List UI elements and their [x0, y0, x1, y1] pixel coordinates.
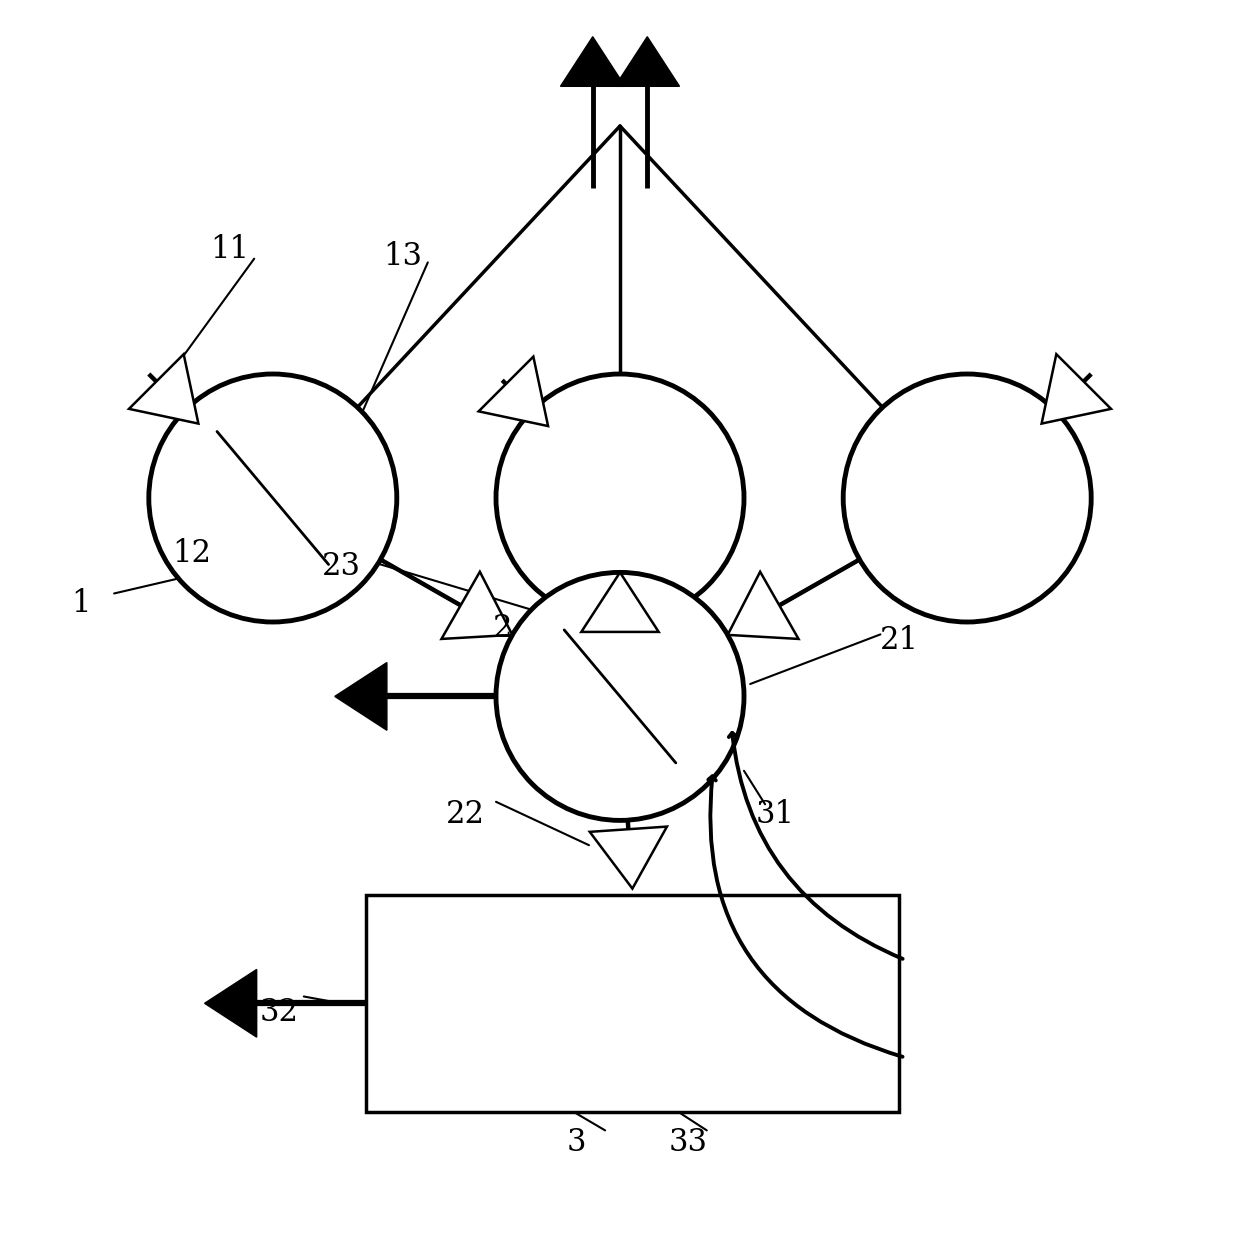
Circle shape — [843, 374, 1091, 622]
FancyArrowPatch shape — [708, 776, 903, 1056]
Circle shape — [149, 374, 397, 622]
Text: 13: 13 — [383, 240, 423, 271]
Text: 21: 21 — [879, 624, 919, 656]
Circle shape — [496, 572, 744, 820]
Text: 32: 32 — [259, 998, 299, 1028]
Bar — [366, 894, 899, 1112]
Polygon shape — [335, 663, 387, 730]
Polygon shape — [479, 357, 548, 427]
Polygon shape — [728, 572, 799, 639]
Circle shape — [496, 374, 744, 622]
Text: 22: 22 — [445, 799, 485, 830]
Text: 12: 12 — [172, 539, 212, 570]
Polygon shape — [441, 572, 512, 639]
FancyArrowPatch shape — [729, 733, 903, 959]
Text: 23: 23 — [321, 551, 361, 582]
Text: 3: 3 — [567, 1127, 587, 1158]
Text: 1: 1 — [71, 588, 91, 620]
Text: 31: 31 — [755, 799, 795, 830]
Text: 33: 33 — [668, 1127, 708, 1158]
Polygon shape — [205, 969, 257, 1037]
Polygon shape — [615, 37, 680, 86]
Polygon shape — [1042, 355, 1111, 424]
Text: 2: 2 — [492, 613, 512, 643]
Polygon shape — [590, 826, 667, 888]
Polygon shape — [582, 572, 658, 632]
Polygon shape — [129, 355, 198, 424]
Polygon shape — [560, 37, 625, 86]
Text: 11: 11 — [210, 235, 249, 265]
